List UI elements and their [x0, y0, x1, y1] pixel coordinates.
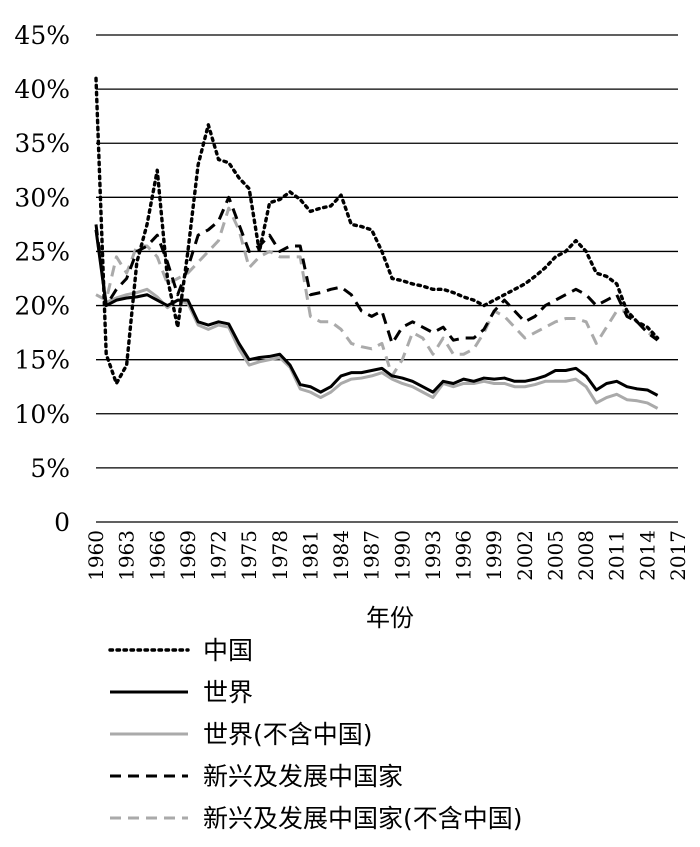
x-tick-label: 1984 — [329, 530, 353, 581]
y-tick-label: 5% — [30, 454, 70, 483]
x-tick-label: 1981 — [298, 530, 322, 581]
x-tick-label: 1969 — [176, 530, 200, 581]
x-tick-label: 2014 — [635, 530, 659, 581]
grid-lines — [96, 34, 678, 523]
x-tick-label: 1975 — [237, 530, 261, 581]
series-line-3 — [94, 195, 659, 345]
legend-label: 新兴及发展中国家 — [203, 762, 403, 791]
y-tick-label: 0 — [54, 508, 70, 537]
x-tick-label: 1966 — [145, 530, 169, 581]
x-tick-label: 1963 — [115, 530, 139, 581]
y-tick-label: 40% — [14, 75, 70, 104]
x-tick-label: 2011 — [605, 530, 629, 581]
legend-label: 世界 — [203, 678, 253, 707]
y-tick-label: 30% — [14, 183, 70, 212]
x-axis-ticks: 1960 1963 1966 1969 1972 1975 1978 1981 1984 1987… — [84, 530, 690, 581]
y-tick-label: 15% — [14, 346, 70, 375]
y-tick-label: 35% — [14, 129, 70, 158]
x-tick-label: 1972 — [207, 530, 231, 581]
legend-label: 新兴及发展中国家(不含中国) — [203, 804, 523, 833]
y-tick-label: 25% — [14, 237, 70, 266]
series-lines — [94, 76, 660, 410]
legend-label: 中国 — [203, 636, 253, 665]
y-axis-ticks: 0 5% 10% 15% 20% 25% 30% 35% 40% 45% — [14, 21, 70, 537]
x-tick-label: 1987 — [360, 530, 384, 581]
x-tick-label: 1999 — [482, 530, 506, 581]
series-line-1 — [94, 229, 659, 397]
y-tick-label: 20% — [14, 292, 70, 321]
x-tick-label: 2008 — [574, 530, 598, 581]
x-axis-label: 年份 — [366, 604, 414, 632]
x-tick-label: 2017 — [666, 530, 690, 581]
y-tick-label: 10% — [14, 400, 70, 429]
x-tick-label: 1978 — [268, 530, 292, 581]
x-tick-label: 1996 — [452, 530, 476, 581]
x-tick-label: 2005 — [543, 530, 567, 581]
x-tick-label: 1960 — [84, 530, 108, 581]
series-line-0 — [94, 76, 660, 386]
x-tick-label: 2002 — [513, 530, 537, 581]
y-tick-label: 45% — [14, 21, 70, 50]
legend-label: 世界(不含中国) — [203, 720, 373, 749]
x-tick-label: 1993 — [421, 530, 445, 581]
x-tick-label: 1990 — [390, 530, 414, 581]
series-line-4 — [95, 206, 659, 378]
